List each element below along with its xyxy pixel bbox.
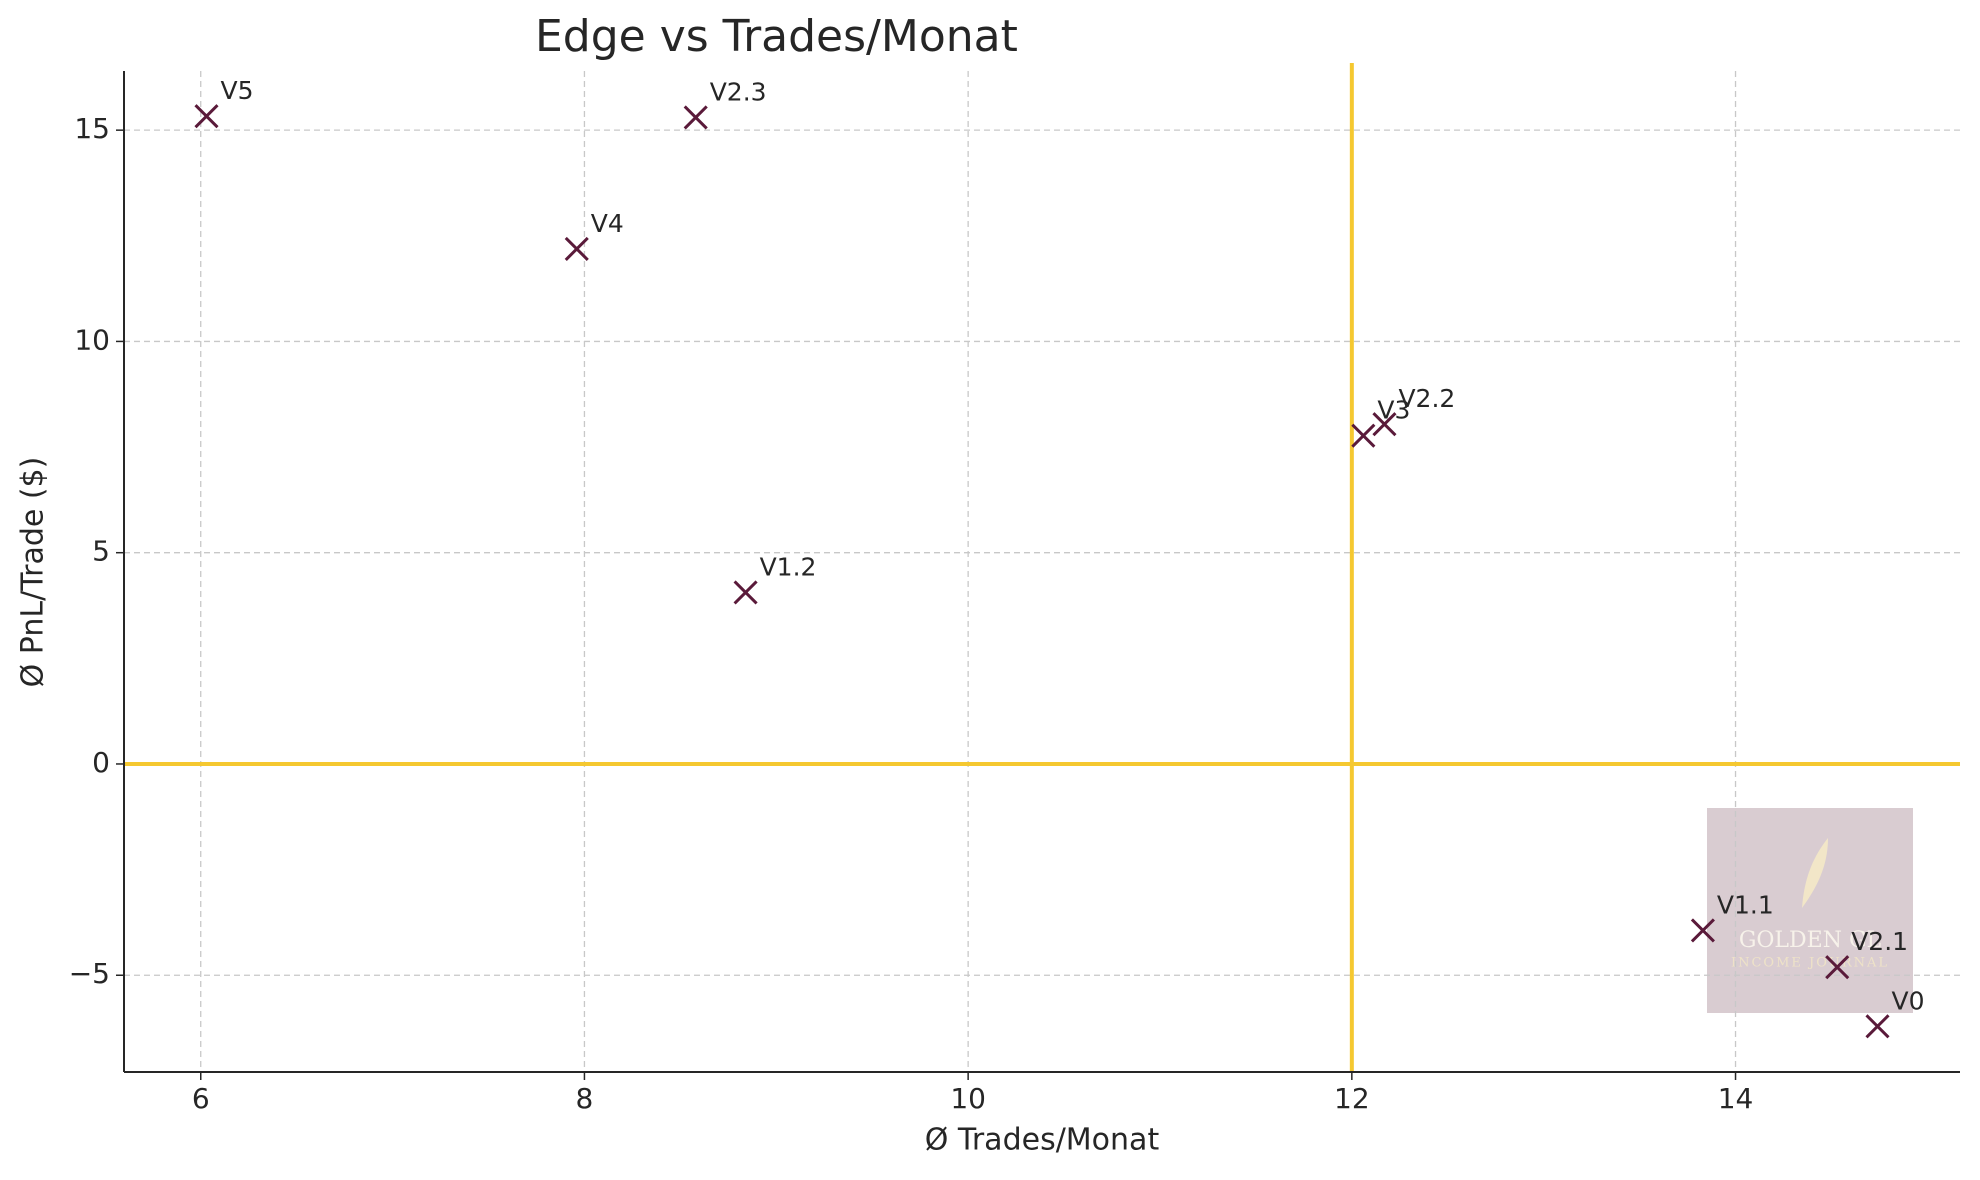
y-tick-label: −5 — [69, 957, 110, 990]
y-tick-label: 10 — [74, 323, 110, 356]
watermark-subtext: INCOME JOURNAL — [1731, 956, 1889, 971]
point — [194, 104, 219, 129]
point-label: V0 — [1892, 986, 1925, 1015]
x-tick-label: 10 — [950, 1082, 986, 1115]
point — [1865, 1014, 1890, 1039]
point — [1825, 955, 1850, 980]
point — [683, 105, 708, 130]
point-label: V1.2 — [760, 552, 817, 581]
y-tick-label: 5 — [92, 535, 110, 568]
point-label: V5 — [220, 76, 253, 105]
point-label: V4 — [591, 209, 624, 238]
point — [564, 236, 589, 261]
x-tick-label: 6 — [192, 1082, 210, 1115]
point — [733, 580, 758, 605]
point — [1351, 423, 1376, 448]
point-label: V1.1 — [1717, 890, 1774, 919]
y-axis-label: Ø PnL/Trade ($) — [16, 457, 51, 688]
point-label: V2.2 — [1398, 384, 1455, 413]
point-label: V3 — [1377, 396, 1410, 425]
chart-title: Edge vs Trades/Monat — [535, 11, 1018, 62]
x-tick-label: 8 — [576, 1082, 594, 1115]
point — [1690, 918, 1715, 943]
watermark-box — [1707, 808, 1913, 1013]
point-label: V2.1 — [1851, 927, 1908, 956]
watermark-feather — [1802, 838, 1828, 908]
watermark-text: GOLDEN GL — [1739, 928, 1882, 953]
x-axis-label: Ø Trades/Monat — [925, 1123, 1160, 1158]
point-label: V2.3 — [710, 77, 767, 106]
point — [1372, 412, 1397, 437]
x-tick-label: 12 — [1334, 1082, 1370, 1115]
x-tick-label: 14 — [1718, 1082, 1754, 1115]
y-tick-label: 0 — [92, 746, 110, 779]
y-tick-label: 15 — [74, 112, 110, 145]
